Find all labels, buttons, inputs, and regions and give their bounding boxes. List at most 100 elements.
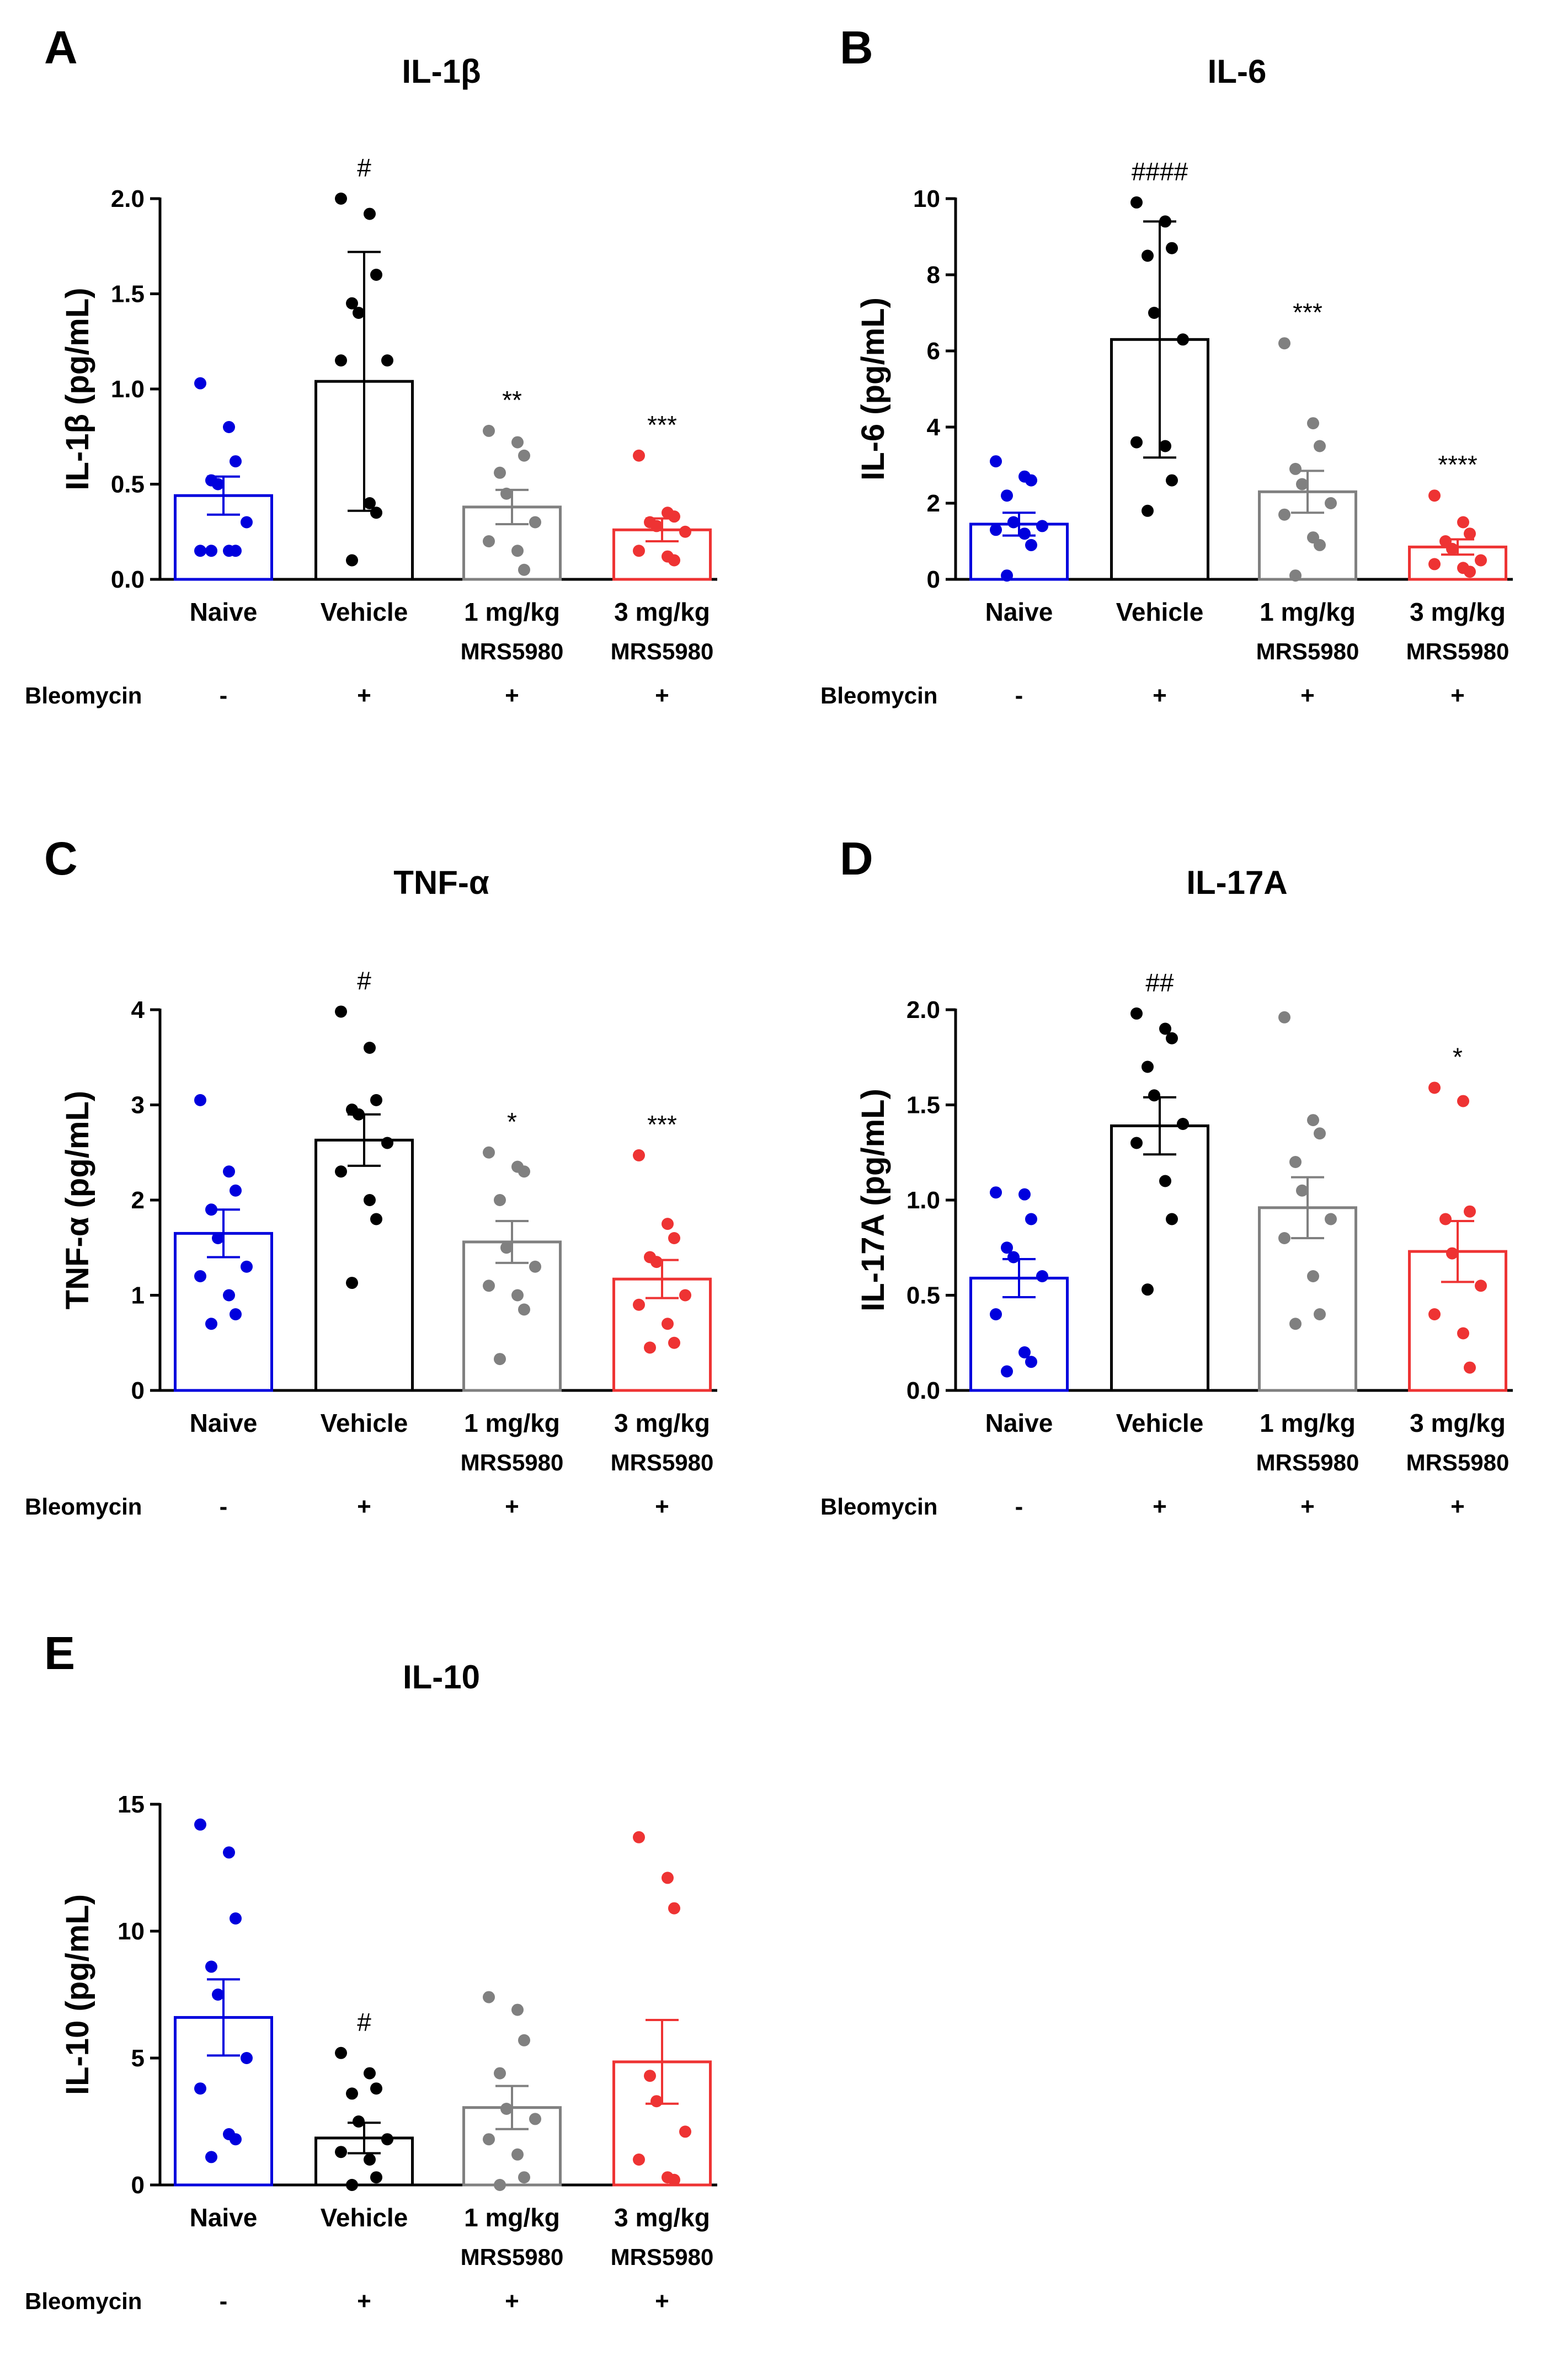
data-point — [212, 478, 224, 491]
category-label: Vehicle — [1116, 598, 1204, 626]
data-point — [230, 1308, 242, 1320]
data-point — [679, 1289, 691, 1302]
data-point — [1007, 1251, 1020, 1264]
data-point — [668, 2173, 680, 2186]
data-point — [494, 2067, 506, 2080]
category-sublabel: MRS5980 — [1256, 638, 1359, 664]
data-point — [633, 2154, 645, 2166]
data-point — [194, 1270, 206, 1282]
data-point — [1025, 1213, 1037, 1225]
data-point — [230, 1184, 242, 1197]
y-tick-label: 6 — [927, 338, 940, 365]
bleomycin-sign: + — [1153, 1493, 1167, 1520]
category-label: 1 mg/kg — [464, 2203, 560, 2232]
data-point — [633, 1298, 645, 1311]
data-point — [633, 1149, 645, 1161]
data-point — [668, 510, 680, 523]
data-point — [1148, 307, 1160, 319]
significance-marker: # — [357, 153, 371, 182]
data-point — [1428, 558, 1441, 571]
bleomycin-sign: - — [220, 682, 228, 709]
significance-marker: *** — [1293, 298, 1322, 327]
data-point — [483, 1280, 495, 1292]
bleomycin-sign: + — [655, 2288, 669, 2315]
data-point — [230, 1912, 242, 1925]
significance-marker: *** — [647, 1110, 677, 1139]
category-label: Vehicle — [1116, 1409, 1204, 1437]
y-axis-label: IL-6 (pg/mL) — [855, 297, 891, 481]
data-point — [230, 455, 242, 468]
data-point — [346, 554, 358, 567]
bleomycin-sign: - — [1015, 682, 1023, 709]
data-point — [518, 2034, 530, 2046]
data-point — [1278, 1011, 1290, 1024]
data-point — [346, 297, 358, 310]
data-point — [679, 525, 691, 538]
data-point — [1166, 474, 1178, 487]
significance-marker: * — [1453, 1042, 1463, 1071]
data-point — [1464, 1205, 1476, 1218]
data-point — [370, 269, 382, 281]
data-point — [518, 1303, 530, 1316]
panel-letter: E — [44, 1627, 75, 1679]
category-label: 1 mg/kg — [1260, 598, 1356, 626]
category-label: Vehicle — [321, 598, 408, 626]
data-point — [364, 2154, 376, 2166]
data-point — [1130, 1007, 1143, 1020]
data-point — [633, 449, 645, 462]
data-point — [205, 1203, 217, 1216]
y-tick-label: 0.5 — [111, 471, 145, 498]
data-point — [1142, 249, 1154, 262]
data-point — [500, 2103, 513, 2115]
data-point — [668, 1902, 680, 1915]
y-axis-label: IL-10 (pg/mL) — [60, 1894, 95, 2095]
y-tick-label: 3 — [131, 1092, 145, 1119]
data-point — [230, 545, 242, 557]
y-tick-label: 10 — [913, 185, 940, 212]
data-point — [990, 455, 1002, 468]
data-point — [364, 2067, 376, 2080]
category-label: Naive — [190, 1409, 258, 1437]
data-point — [1159, 440, 1171, 452]
chart-title: IL-10 — [403, 1659, 480, 1696]
panel-letter: A — [44, 22, 78, 73]
data-point — [529, 2113, 541, 2125]
data-point — [1439, 1213, 1452, 1225]
data-point — [1036, 520, 1048, 532]
bleomycin-sign: - — [1015, 1493, 1023, 1520]
data-point — [1296, 478, 1308, 491]
data-point — [1036, 1270, 1048, 1282]
data-point — [518, 1165, 530, 1178]
data-point — [1177, 1118, 1189, 1130]
category-sublabel: MRS5980 — [611, 2244, 714, 2270]
category-label: 3 mg/kg — [614, 1409, 710, 1437]
y-tick-label: 1 — [131, 1282, 145, 1309]
data-point — [1446, 1247, 1458, 1260]
data-point — [223, 1289, 235, 1302]
data-point — [1130, 1137, 1143, 1149]
data-point — [511, 545, 524, 557]
chart-title: IL-1β — [402, 53, 481, 90]
data-point — [1166, 1032, 1178, 1044]
data-point — [1025, 539, 1037, 551]
data-point — [1457, 1095, 1469, 1107]
y-tick-label: 1.5 — [111, 281, 145, 308]
data-point — [212, 1989, 224, 2001]
bleomycin-sign: - — [220, 2288, 228, 2315]
data-point — [353, 1108, 365, 1121]
data-point — [1018, 1346, 1031, 1358]
significance-marker: ** — [502, 386, 522, 414]
panel-d: D IL-17A IL-17A (pg/mL) 0.0 0.5 1.0 1.5 2.0 Naiv… — [820, 833, 1513, 1520]
data-point — [1475, 554, 1487, 567]
data-point — [1142, 1283, 1154, 1296]
y-tick-label: 1.0 — [906, 1187, 940, 1214]
panel-c: C TNF-α TNF-α (pg/mL) 0 1 2 3 4 Naive - # Vehicle + *… — [25, 833, 717, 1520]
data-point — [483, 2133, 495, 2146]
significance-marker: # — [357, 966, 371, 995]
data-point — [1289, 1318, 1302, 1330]
data-point — [1018, 1188, 1031, 1201]
significance-marker: #### — [1132, 157, 1188, 186]
data-point — [1314, 539, 1326, 551]
data-point — [205, 2151, 217, 2163]
significance-marker: # — [357, 2008, 371, 2037]
